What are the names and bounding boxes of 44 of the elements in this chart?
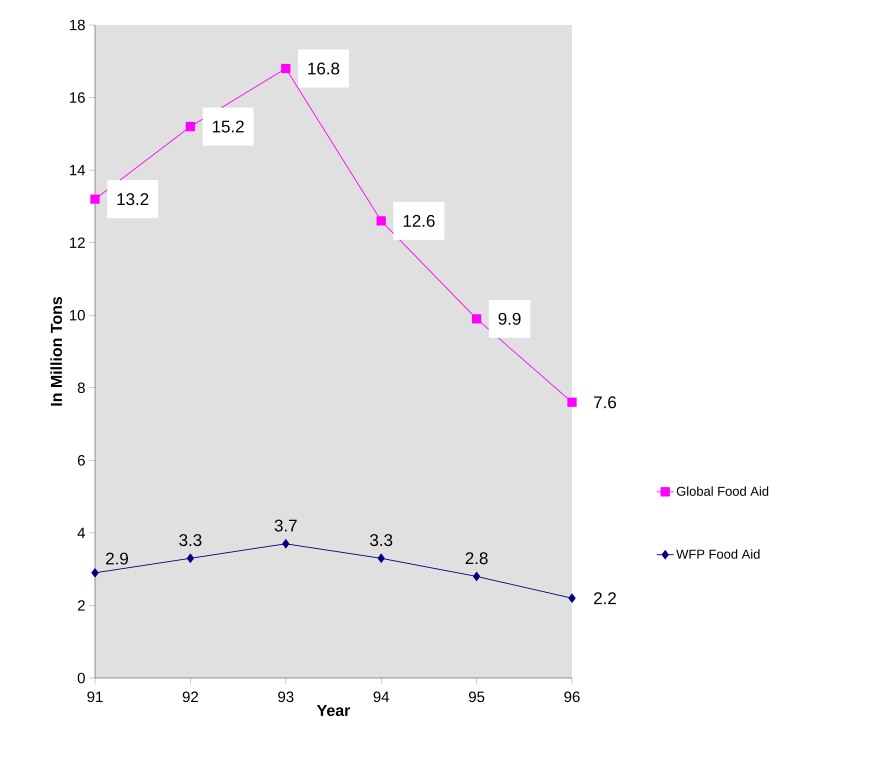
data-label: 3.3: [370, 534, 392, 546]
data-label: 9.9: [498, 312, 521, 325]
point: [281, 64, 290, 74]
data-label: 3.7: [274, 520, 297, 532]
point: [376, 216, 386, 226]
point: [473, 572, 480, 582]
point: [378, 554, 385, 563]
y-tick-label: 0: [78, 672, 85, 684]
x-axis-title: Year: [316, 704, 350, 716]
point: [567, 398, 577, 407]
data-label: 15.2: [212, 120, 244, 133]
y-tick-label: 16: [70, 92, 85, 103]
point: [186, 122, 196, 132]
y-tick-label: 14: [70, 164, 86, 176]
data-label: 7.6: [594, 396, 616, 408]
data-label: 16.8: [308, 62, 340, 75]
data-label: 12.6: [404, 214, 435, 227]
y-tick-label: 2: [78, 600, 85, 611]
data-label: 13.2: [118, 193, 148, 206]
x-tick-label: 93: [278, 692, 294, 702]
y-tick-label: 12: [70, 237, 85, 248]
data-label: 2.2: [594, 592, 616, 604]
y-tick-label: 18: [70, 20, 85, 30]
data-label: 2.8: [466, 552, 488, 564]
data-label: 2.9: [106, 552, 128, 565]
point: [90, 194, 100, 204]
point: [91, 568, 99, 578]
x-tick-label: 92: [182, 692, 198, 702]
legend-label: WFP Food Aid: [676, 549, 760, 559]
point: [472, 314, 482, 324]
point: [282, 539, 290, 548]
data-label: 3.3: [179, 534, 202, 546]
y-tick-label: 4: [78, 528, 86, 538]
y-tick-label: 10: [70, 310, 85, 321]
x-tick-label: 94: [374, 692, 390, 702]
x-tick-label: 91: [87, 692, 103, 702]
y-tick-label: 6: [78, 455, 85, 466]
legend-label: Global Food Aid: [676, 486, 768, 496]
y-tick-label: 8: [78, 382, 85, 394]
x-tick-label: 96: [564, 692, 580, 702]
y-axis-title: In Million Tons: [50, 296, 62, 406]
point: [186, 554, 194, 563]
point: [568, 594, 576, 603]
x-tick-label: 95: [468, 692, 484, 702]
